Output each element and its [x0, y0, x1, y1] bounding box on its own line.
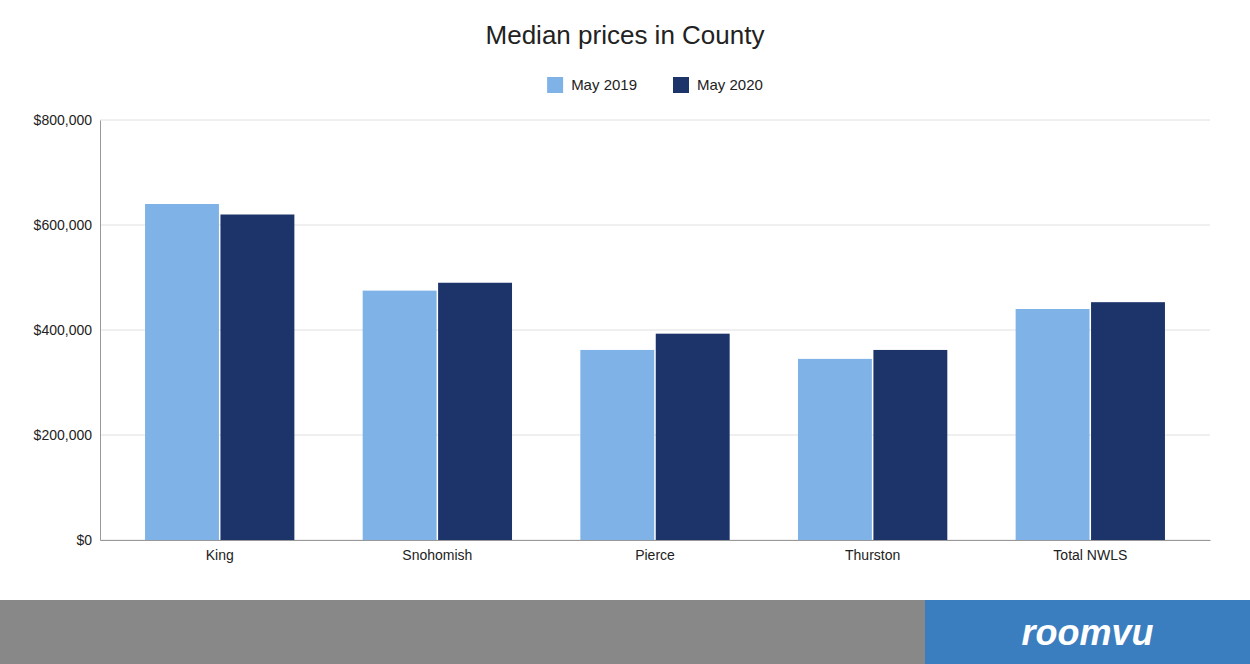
- x-tick-label: Snohomish: [402, 547, 472, 563]
- legend-swatch: [673, 77, 689, 93]
- y-tick: $400,000: [34, 322, 93, 338]
- x-tick: King: [206, 547, 234, 563]
- bar: [656, 334, 730, 540]
- bar: [798, 359, 872, 540]
- title: Median prices in County: [486, 20, 765, 50]
- y-tick-label: $600,000: [34, 217, 93, 233]
- bar: [145, 204, 219, 540]
- x-tick-label: Total NWLS: [1053, 547, 1127, 563]
- bar: [1016, 309, 1090, 540]
- plot: $0 $200,000 $400,000 $600,000 $800,000 King Sn…: [34, 112, 1211, 563]
- bar: [873, 350, 947, 540]
- bar: [220, 215, 294, 541]
- x-axis-line: [101, 540, 1211, 541]
- y-axis-line: [100, 121, 101, 541]
- x-tick: Total NWLS: [1053, 547, 1127, 563]
- bar: [438, 283, 512, 540]
- annotation: roomvu: [1021, 612, 1153, 653]
- x-tick: Thurston: [845, 547, 900, 563]
- y-tick-label: $200,000: [34, 427, 93, 443]
- legend-swatch: [547, 77, 563, 93]
- footer-bar: [0, 600, 1250, 664]
- y-axis: $0 $200,000 $400,000 $600,000 $800,000: [34, 112, 101, 548]
- x-tick-label: Thurston: [845, 547, 900, 563]
- y-tick: $200,000: [34, 427, 93, 443]
- grid-line: [100, 120, 1210, 121]
- series: [145, 204, 1090, 540]
- bar: [363, 291, 437, 540]
- y-tick: $800,000: [34, 112, 93, 128]
- legend-item: May 2020: [673, 76, 763, 93]
- legend-label: May 2020: [697, 76, 763, 93]
- bars: [145, 204, 1165, 540]
- x-axis: King Snohomish Pierce Thurston Total NWLS: [101, 541, 1211, 563]
- footer: roomvu: [0, 600, 1250, 664]
- y-tick-label: $0: [76, 532, 92, 548]
- chart: Median prices in County $0 $200,000 $400,00…: [0, 0, 1250, 664]
- y-tick: $0: [76, 532, 92, 548]
- grid: [100, 120, 1210, 540]
- x-tick: Snohomish: [402, 547, 472, 563]
- x-tick: Pierce: [635, 547, 675, 563]
- annotation-box: [925, 600, 1250, 664]
- y-tick-label: $800,000: [34, 112, 93, 128]
- bar: [580, 350, 654, 540]
- y-tick-label: $400,000: [34, 322, 93, 338]
- x-tick-label: King: [206, 547, 234, 563]
- bar: [1091, 302, 1165, 540]
- legend-label: May 2019: [571, 76, 637, 93]
- legend-item: May 2019: [547, 76, 637, 93]
- series: [220, 215, 1165, 541]
- y-tick: $600,000: [34, 217, 93, 233]
- x-tick-label: Pierce: [635, 547, 675, 563]
- legend: May 2019 May 2020: [547, 76, 763, 93]
